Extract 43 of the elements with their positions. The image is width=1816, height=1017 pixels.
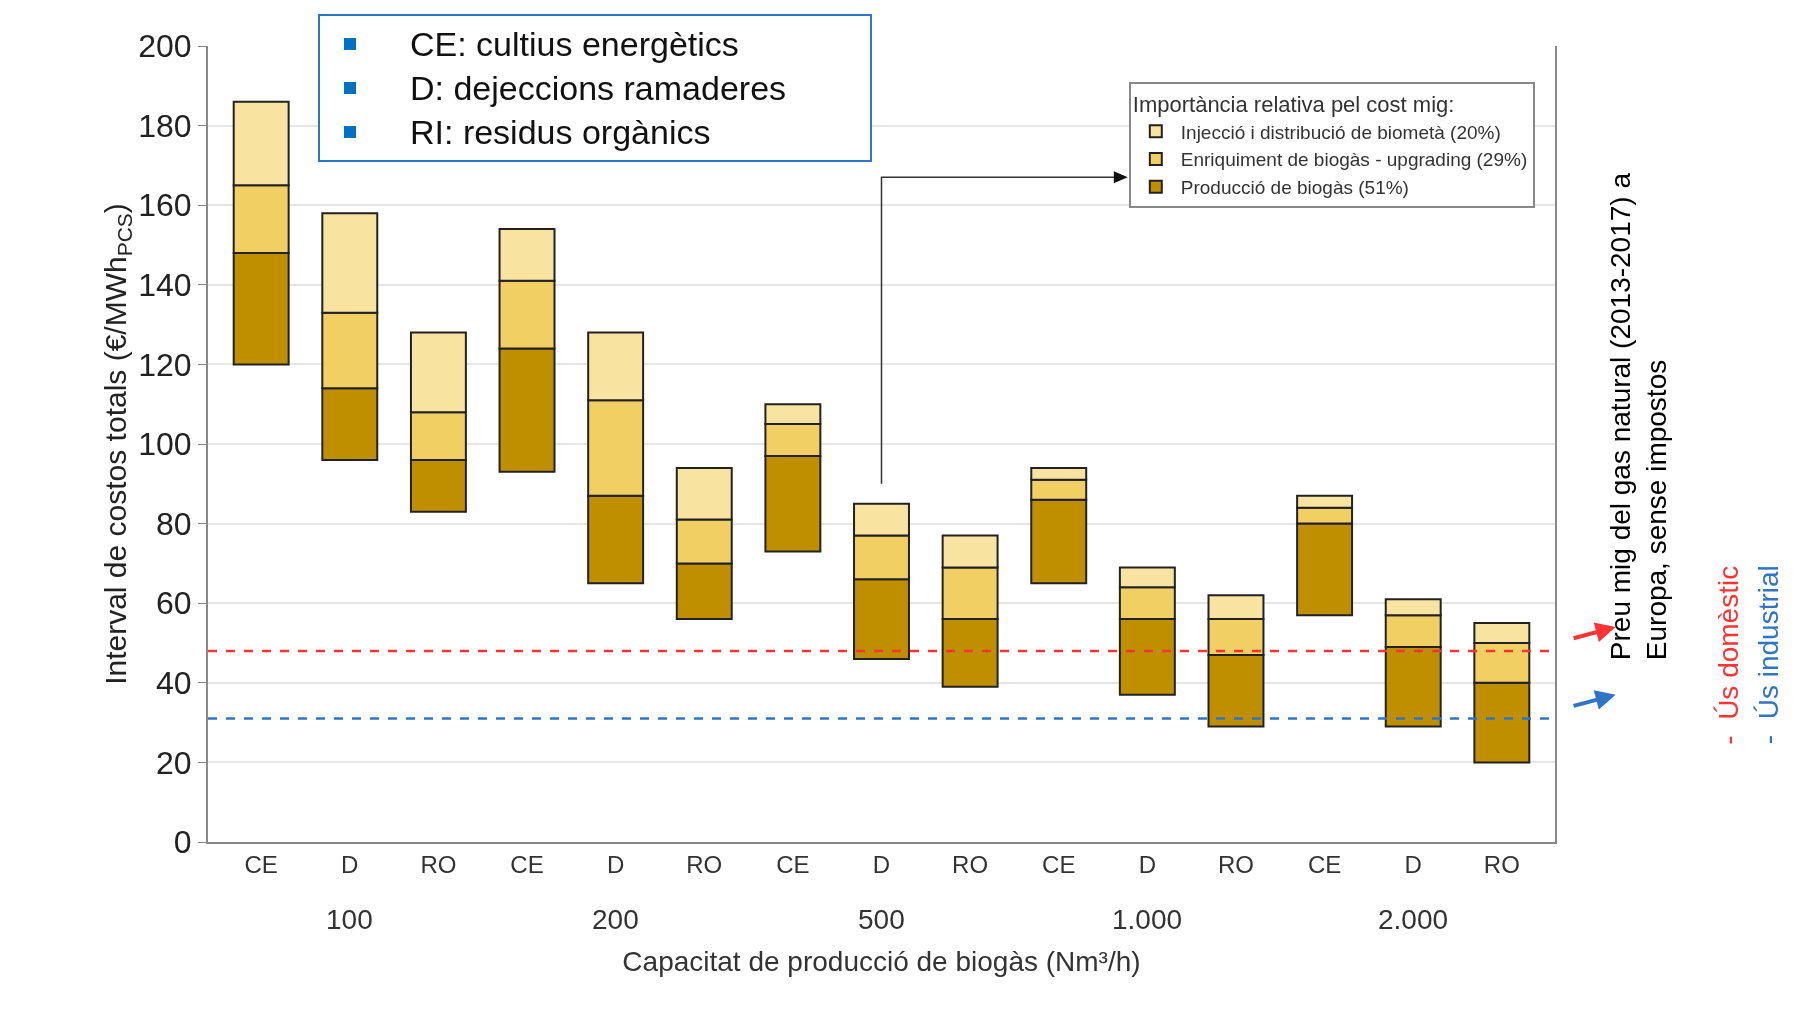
legend-title: Importància relativa pel cost mig: bbox=[1132, 92, 1455, 118]
y-tick-label: 120 bbox=[138, 346, 192, 383]
annotation: D: dejeccions ramaderes bbox=[410, 68, 787, 109]
text: 1.000 bbox=[1112, 904, 1183, 935]
legend-label: Injecció i distribució de biometà (20%) bbox=[1180, 121, 1501, 143]
y-tick-label: 200 bbox=[138, 28, 192, 65]
y-tick-label: 160 bbox=[138, 187, 192, 224]
x-tick-label: CE bbox=[776, 850, 810, 878]
x-tick-label: CE bbox=[510, 850, 544, 878]
x-tick-label: RO bbox=[420, 850, 457, 878]
y-tick-label: 60 bbox=[156, 585, 192, 622]
annotation: CE: cultius energètics bbox=[410, 24, 739, 65]
x-tick-label: RO bbox=[952, 850, 989, 878]
x-tick-label: RO bbox=[686, 850, 723, 878]
note-box: CE: cultius energètics D: dejeccions ramaderes RI: residus orgànics bbox=[318, 14, 872, 162]
ref-line-label: - Ús domèstic bbox=[1712, 565, 1744, 745]
x-tick-label: CE bbox=[1042, 850, 1076, 878]
x-tick-label: D bbox=[1138, 850, 1157, 878]
x-tick-label: D bbox=[872, 850, 891, 878]
x-tick-label: D bbox=[606, 850, 625, 878]
annotation: RI: residus orgànics bbox=[410, 112, 711, 153]
x-tick-label: D bbox=[341, 850, 359, 878]
text: Preu mig del gas natural (2013-2017) a Europa, sense impostos bbox=[1604, 172, 1673, 661]
text: 500 bbox=[858, 904, 905, 935]
text: 2.000 bbox=[1378, 904, 1449, 935]
y-tick-label: 80 bbox=[156, 505, 192, 542]
y-tick-label: 140 bbox=[138, 267, 192, 303]
x-tick-label: CE bbox=[1307, 850, 1342, 878]
y-tick-label: 100 bbox=[138, 426, 192, 463]
x-tick-label: RO bbox=[1217, 850, 1254, 878]
y-tick-label: 40 bbox=[156, 665, 192, 701]
legend-label: Enriquiment de biogàs - upgrading (29%) bbox=[1180, 149, 1528, 171]
legend-label: Producció de biogàs (51%) bbox=[1180, 177, 1409, 199]
text: 200 bbox=[592, 904, 639, 935]
x-tick-label: RO bbox=[1483, 850, 1520, 878]
y-tick-label: 0 bbox=[173, 824, 192, 861]
text: 100 bbox=[326, 904, 373, 935]
y-tick-label: 20 bbox=[156, 744, 192, 781]
x-tick-label: D bbox=[1404, 850, 1422, 878]
x-tick-label: CE bbox=[244, 850, 278, 878]
y-tick-label: 180 bbox=[138, 107, 192, 144]
x-axis-title: Capacitat de producció de biogàs (Nm³/h) bbox=[622, 946, 1141, 978]
ref-line-label: - Ús industrial bbox=[1753, 565, 1785, 745]
